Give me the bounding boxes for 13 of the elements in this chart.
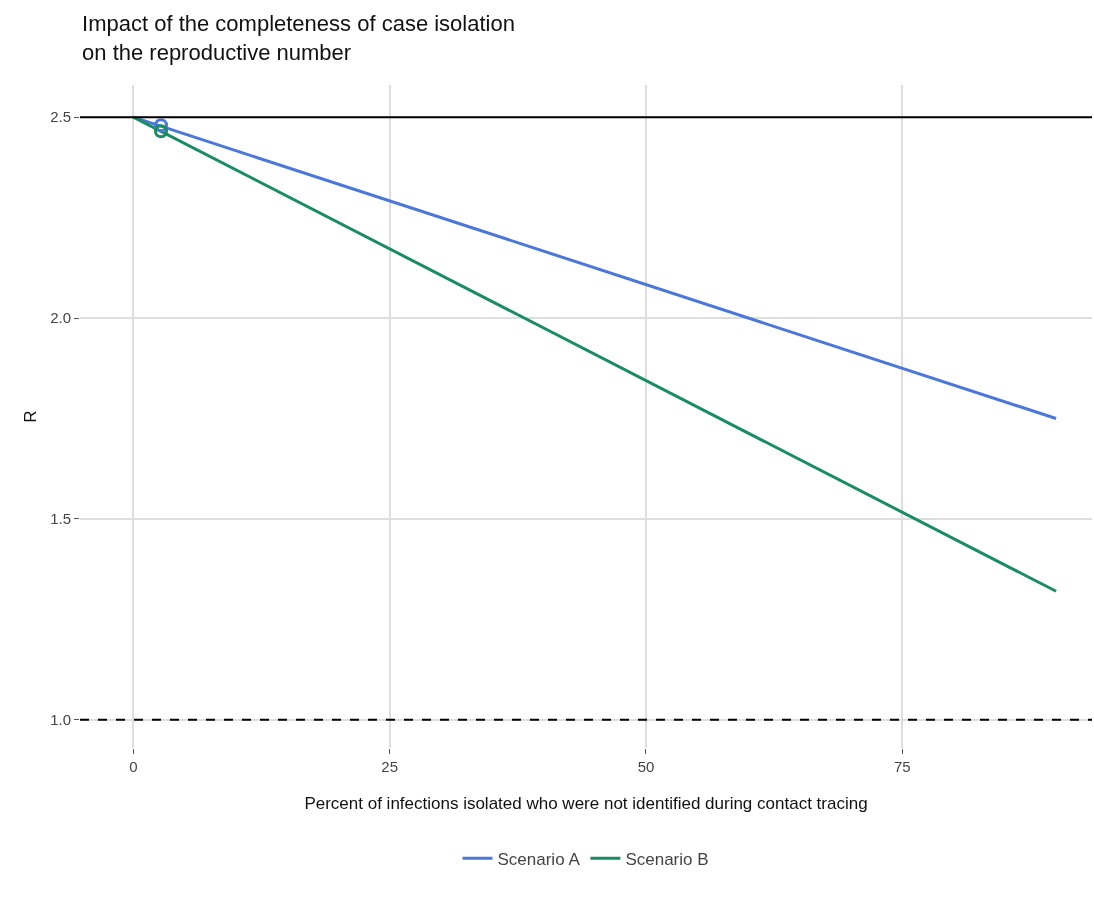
- x-tick-label: 50: [637, 758, 655, 775]
- y-axis-title: R: [21, 410, 40, 423]
- y-tick-label: 1.5: [50, 510, 71, 528]
- x-tick-label: 0: [129, 758, 138, 775]
- y-tick-label: 2.0: [50, 309, 71, 327]
- x-tick-label: 75: [893, 758, 911, 775]
- x-axis-title: Percent of infections isolated who were not identified during contact tracing: [304, 794, 868, 813]
- x-tick-label: 25: [381, 758, 398, 775]
- legend-label: Scenario B: [625, 850, 709, 869]
- legend-label: Scenario A: [497, 850, 581, 869]
- y-tick-label: 1.0: [50, 711, 71, 729]
- y-tick-label: 2.5: [50, 108, 71, 126]
- chart-title: Impact of the completeness of case isolation on the reproductive number: [82, 11, 515, 66]
